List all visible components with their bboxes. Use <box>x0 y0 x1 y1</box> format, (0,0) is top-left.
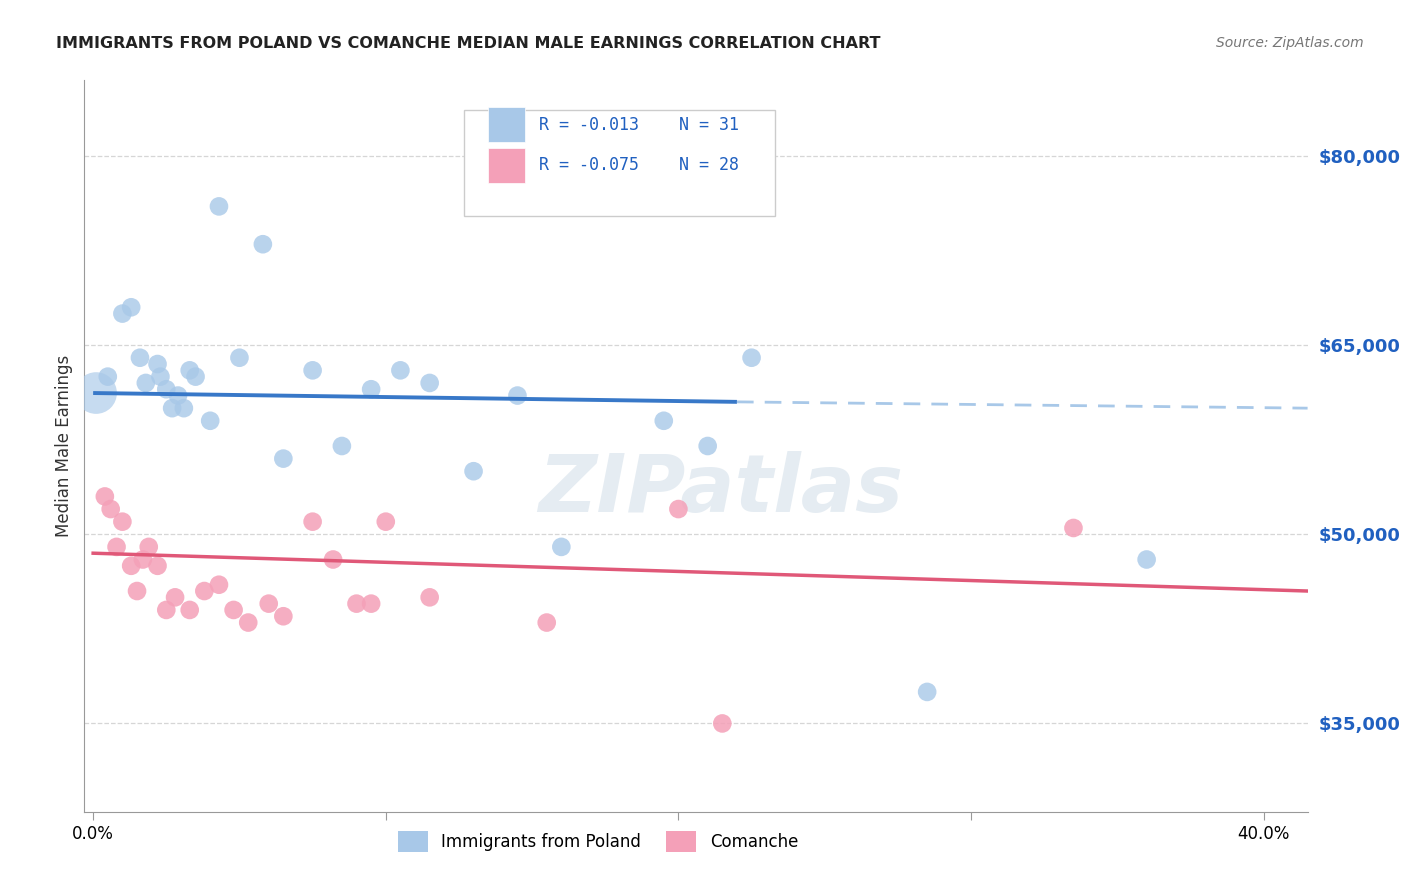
Point <box>84 386 107 401</box>
Point <box>273 451 295 466</box>
Point <box>111 515 134 529</box>
Point <box>184 369 207 384</box>
Point <box>155 603 177 617</box>
Point <box>389 363 412 377</box>
Point <box>129 351 152 365</box>
Point <box>915 685 938 699</box>
Point <box>228 351 250 365</box>
Point <box>165 591 187 605</box>
Point <box>273 609 295 624</box>
Point <box>1062 521 1084 535</box>
Point <box>179 603 201 617</box>
Point <box>301 363 323 377</box>
FancyBboxPatch shape <box>488 147 524 183</box>
Point <box>346 597 368 611</box>
Point <box>419 376 441 390</box>
Point <box>374 515 396 529</box>
Point <box>252 237 274 252</box>
Text: R = -0.013    N = 31: R = -0.013 N = 31 <box>540 116 740 134</box>
Point <box>198 414 221 428</box>
Point <box>138 540 160 554</box>
Point <box>1136 552 1159 566</box>
Point <box>94 490 117 504</box>
Point <box>208 199 231 213</box>
Point <box>696 439 718 453</box>
Text: R = -0.075    N = 28: R = -0.075 N = 28 <box>540 156 740 174</box>
Point <box>173 401 195 416</box>
Text: Source: ZipAtlas.com: Source: ZipAtlas.com <box>1216 36 1364 50</box>
Point <box>208 578 231 592</box>
Point <box>100 502 122 516</box>
Point <box>155 382 177 396</box>
Point <box>105 540 128 554</box>
Point <box>135 376 157 390</box>
Point <box>120 300 142 314</box>
Point <box>160 401 183 416</box>
Point <box>146 357 169 371</box>
Point <box>193 584 215 599</box>
Text: ZIPatlas: ZIPatlas <box>538 450 903 529</box>
Point <box>149 369 172 384</box>
Point <box>711 716 734 731</box>
Point <box>111 307 134 321</box>
Point <box>120 558 142 573</box>
Legend: Immigrants from Poland, Comanche: Immigrants from Poland, Comanche <box>391 824 804 858</box>
Point <box>146 558 169 573</box>
Point <box>419 591 441 605</box>
Point <box>167 388 190 402</box>
Point <box>360 597 382 611</box>
Point <box>97 369 120 384</box>
Point <box>322 552 344 566</box>
Point <box>179 363 201 377</box>
Point <box>238 615 260 630</box>
Point <box>741 351 763 365</box>
Point <box>550 540 572 554</box>
Point <box>257 597 280 611</box>
Point <box>132 552 155 566</box>
Point <box>506 388 529 402</box>
Text: IMMIGRANTS FROM POLAND VS COMANCHE MEDIAN MALE EARNINGS CORRELATION CHART: IMMIGRANTS FROM POLAND VS COMANCHE MEDIA… <box>56 36 880 51</box>
Point <box>222 603 245 617</box>
Point <box>652 414 675 428</box>
Point <box>360 382 382 396</box>
Point <box>463 464 485 478</box>
Point <box>536 615 558 630</box>
Point <box>125 584 148 599</box>
FancyBboxPatch shape <box>464 110 776 216</box>
Y-axis label: Median Male Earnings: Median Male Earnings <box>55 355 73 537</box>
Point <box>330 439 353 453</box>
Point <box>668 502 690 516</box>
FancyBboxPatch shape <box>488 107 524 143</box>
Point <box>301 515 323 529</box>
